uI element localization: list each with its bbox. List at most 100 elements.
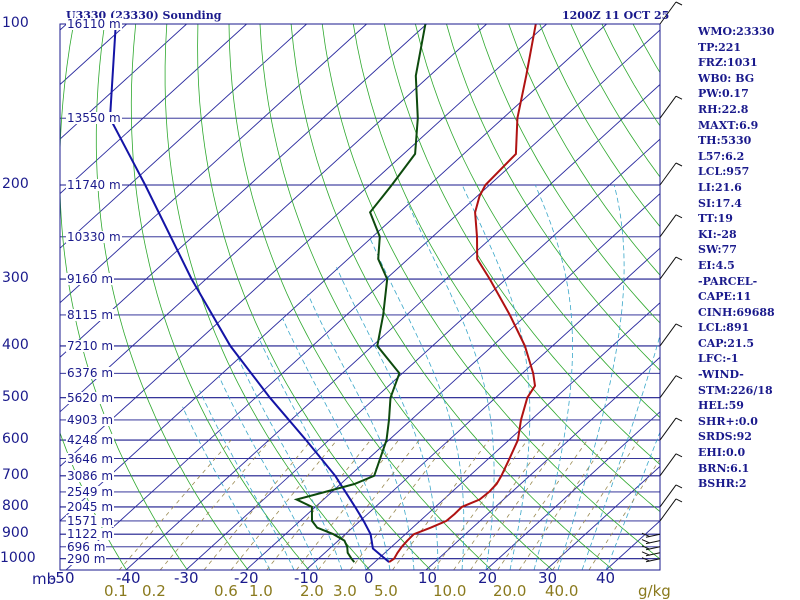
mixing-ratio-line — [118, 439, 232, 570]
stat-line: HEL:59 — [698, 399, 744, 413]
isotherm-line — [125, 83, 660, 570]
height-label: 1122 m — [66, 527, 115, 542]
wind-barb-staff — [645, 552, 661, 557]
height-label: 13550 m — [66, 111, 122, 126]
mixing-ratio-tick-label: 10.0 — [433, 582, 467, 600]
moist-adiabat — [218, 375, 319, 570]
wind-barb-flag — [675, 375, 683, 380]
stats-panel: WMO:23330 TP:221 FRZ:1031 WB0: BG PW:0.17 RH:… — [698, 24, 798, 492]
mixing-ratio-line — [552, 439, 640, 570]
dry-adiabat — [290, 24, 614, 570]
height-label: 290 m — [66, 551, 107, 566]
height-label: 696 m — [66, 539, 107, 554]
mixing-ratio-line — [518, 439, 608, 570]
isotherm-line — [60, 24, 487, 413]
moist-adiabat — [199, 390, 295, 570]
isotherm-line — [365, 302, 660, 570]
wind-barb-staff — [659, 256, 677, 280]
wind-barb-staff — [645, 533, 661, 538]
height-label: 8115 m — [66, 307, 115, 322]
mixing-ratio-line — [317, 439, 420, 570]
stat-line: -PARCEL- — [698, 274, 758, 288]
isotherm-line — [545, 465, 660, 570]
mixing-ratio-line — [203, 439, 312, 570]
wind-barb-staff — [659, 162, 677, 186]
isotherm-line — [0, 24, 7, 570]
wind-barb-staff — [659, 214, 677, 238]
dry-adiabat — [352, 24, 660, 513]
stat-line: TH:5330 — [698, 134, 752, 148]
dry-adiabat — [130, 24, 310, 570]
dry-adiabat — [383, 24, 660, 466]
pressure-tick-label: 100 — [2, 15, 29, 31]
isotherm-line — [305, 247, 660, 570]
stat-line: WMO:23330 — [698, 25, 775, 38]
stat-line: LCL:891 — [698, 321, 750, 335]
wind-barb-staff — [659, 95, 677, 119]
dry-adiabat — [508, 24, 660, 276]
mixing-ratio-line — [588, 458, 660, 570]
stat-line: LCL:957 — [698, 165, 750, 179]
wind-barb — [641, 539, 661, 545]
wind-barb — [659, 214, 683, 238]
mixing-ratio-tick-label: 20.0 — [493, 582, 527, 600]
pressure-tick-label: 800 — [2, 497, 29, 514]
height-label: 4903 m — [66, 412, 115, 427]
temperature-tick-label: -10 — [294, 569, 319, 587]
height-label: 6376 m — [66, 366, 115, 381]
pressure-tick-label: 300 — [2, 270, 29, 287]
parcel-trace — [108, 24, 390, 563]
pressure-tick-label: 600 — [2, 431, 29, 448]
wind-barb — [641, 557, 661, 563]
pressure-tick-label: 500 — [2, 388, 29, 405]
moist-adiabat — [605, 431, 660, 570]
height-label: 3646 m — [66, 451, 115, 466]
stat-line: TT:19 — [698, 212, 733, 226]
height-label: 5620 m — [66, 390, 115, 405]
dry-adiabat — [60, 24, 188, 570]
temperature-tick-label: 30 — [538, 569, 558, 587]
wind-barb — [641, 545, 661, 551]
stat-line: STM:226/18 — [698, 383, 773, 397]
stat-line: SI:17.4 — [698, 196, 742, 210]
wind-barb-staff — [659, 375, 677, 398]
wind-barb — [659, 498, 683, 522]
wind-barb — [659, 375, 683, 398]
moist-adiabat — [182, 406, 271, 570]
height-label: 4248 m — [66, 433, 115, 448]
temperature-tick-label: 10 — [418, 569, 438, 587]
wind-barb-flag — [675, 95, 683, 100]
temperature-tick-label: 0 — [364, 569, 374, 587]
moist-adiabat — [557, 184, 625, 570]
plot-border — [59, 23, 661, 571]
wind-barb-staff — [645, 558, 661, 563]
isotherm-line — [245, 193, 660, 570]
wind-barb — [659, 323, 683, 347]
wind-barb-staff — [659, 453, 677, 477]
moist-adiabat — [307, 293, 415, 570]
dry-adiabat — [228, 24, 492, 570]
temperature-tick-label: -30 — [174, 569, 199, 587]
wind-barb-staff — [659, 1, 677, 25]
stat-line: LI:21.6 — [698, 180, 742, 194]
mixing-ratio-tick-label: 0.1 — [104, 582, 128, 600]
stat-line: MAXT:6.9 — [698, 118, 759, 132]
wind-barb-flag — [675, 256, 683, 261]
wind-barb-staff — [659, 484, 677, 508]
height-label: 16110 m — [66, 17, 122, 31]
moist-adiabat — [237, 357, 343, 570]
wind-barb-flag — [675, 1, 683, 6]
height-label: 7210 m — [66, 338, 115, 353]
pressure-tick-label: 400 — [2, 336, 29, 353]
dry-adiabat — [446, 24, 660, 371]
wind-barb — [659, 256, 683, 280]
height-label: 11740 m — [66, 177, 122, 192]
wind-barb-staff — [659, 417, 677, 441]
stat-line: L57:6.2 — [698, 149, 745, 163]
mixing-ratio-tick-label: 1.0 — [249, 582, 273, 600]
wind-barb-flag — [675, 214, 683, 219]
wind-barb-staff — [645, 540, 661, 545]
stat-line: FRZ:1031 — [698, 56, 758, 70]
wind-barb — [659, 417, 683, 441]
stat-line: -WIND- — [698, 368, 744, 382]
